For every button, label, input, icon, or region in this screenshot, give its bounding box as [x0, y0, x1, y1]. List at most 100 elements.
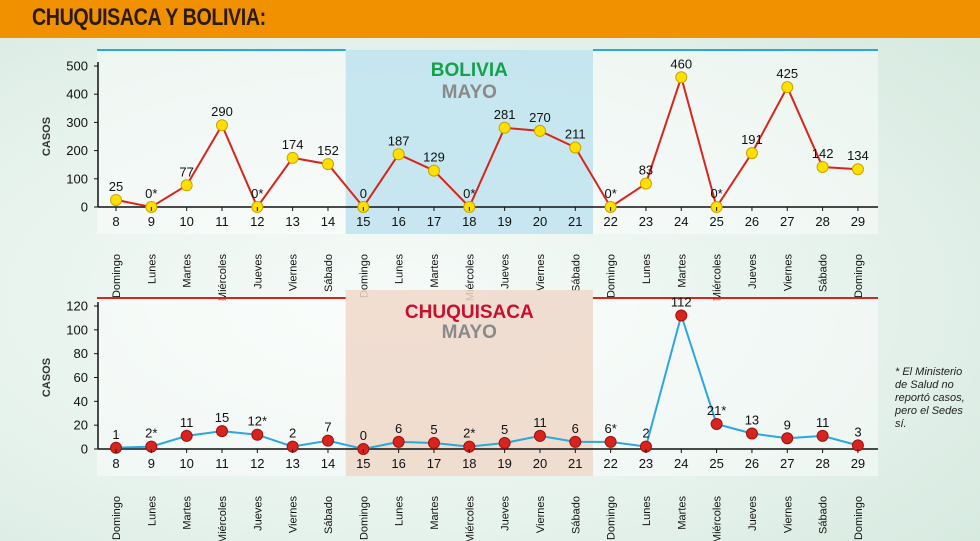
bolivia-weekday-label: Domingo	[606, 254, 618, 298]
bolivia-weekday-label: Sábado	[570, 254, 582, 292]
chuquisaca-value-label: 11	[180, 415, 194, 430]
bolivia-value-label: 290	[211, 104, 233, 119]
bolivia-point	[286, 151, 299, 164]
bolivia-x-tick-label: 16	[391, 214, 405, 229]
chuquisaca-x-tick-label: 8	[112, 456, 119, 471]
bolivia-x-tick-label: 17	[427, 214, 441, 229]
chuquisaca-value-label: 3	[854, 424, 861, 439]
chuquisaca-point	[745, 427, 758, 440]
bolivia-x-tick-label: 19	[497, 214, 511, 229]
bolivia-weekday-label: Domingo	[358, 254, 370, 298]
chuquisaca-point	[604, 435, 617, 448]
chuquisaca-value-label: 112	[671, 295, 692, 310]
chuquisaca-value-label: 2	[289, 426, 296, 441]
bolivia-x-tick-label: 23	[639, 214, 653, 229]
bolivia-weekday-label: Domingo	[111, 254, 123, 298]
bolivia-x-tick-label: 24	[674, 214, 688, 229]
chuquisaca-point	[533, 429, 546, 442]
bolivia-value-label: 77	[179, 164, 193, 179]
bolivia-weekday-label: Miércoles	[464, 254, 476, 302]
bolivia-value-label: 187	[388, 133, 410, 148]
bolivia-value-label: 0*	[145, 186, 157, 201]
chuquisaca-x-tick-label: 11	[215, 456, 229, 471]
chuquisaca-weekday-label: Jueves	[747, 496, 759, 531]
chuquisaca-x-tick-label: 24	[674, 456, 688, 471]
chuquisaca-weekday-label: Miércoles	[217, 496, 229, 541]
chuquisaca-x-tick-label: 9	[148, 456, 155, 471]
bolivia-x-tick-label: 12	[250, 214, 264, 229]
chuquisaca-point	[781, 432, 794, 445]
chuquisaca-x-tick-label: 28	[815, 456, 829, 471]
bolivia-point	[180, 179, 193, 192]
chuquisaca-weekday-label: Lunes	[641, 496, 653, 526]
bolivia-weekday-label: Jueves	[747, 254, 759, 289]
chuquisaca-weekday-label: Sábado	[323, 496, 335, 534]
bolivia-value-label: 0*	[251, 186, 263, 201]
bolivia-x-tick-label: 11	[215, 214, 229, 229]
chuquisaca-value-label: 2	[642, 426, 649, 441]
bolivia-value-label: 211	[565, 126, 586, 141]
chuquisaca-weekday-label: Domingo	[358, 496, 370, 540]
bolivia-point	[321, 158, 334, 171]
bolivia-weekday-label: Viernes	[535, 254, 547, 292]
bolivia-y-tick-label: 100	[66, 171, 88, 186]
chuquisaca-value-label: 13	[745, 413, 759, 428]
bolivia-x-tick-label: 8	[112, 214, 119, 229]
bolivia-point	[427, 164, 440, 177]
bolivia-x-tick-label: 14	[321, 214, 335, 229]
chuquisaca-weekday-label: Martes	[182, 496, 194, 530]
chuquisaca-weekday-label: Miércoles	[464, 496, 476, 541]
bolivia-x-tick-label: 22	[603, 214, 617, 229]
chuquisaca-weekday-label: Domingo	[853, 496, 865, 540]
chuquisaca-y-axis-label: CASOS	[41, 358, 53, 397]
bolivia-y-tick-label: 300	[66, 115, 88, 130]
bolivia-value-label: 0*	[463, 186, 475, 201]
bolivia-y-tick-label: 0	[81, 200, 88, 215]
chuquisaca-value-label: 0	[360, 428, 367, 443]
bolivia-value-label: 0*	[604, 186, 616, 201]
bolivia-point	[533, 124, 546, 137]
bolivia-weekday-label: Martes	[182, 254, 194, 288]
bolivia-point	[781, 81, 794, 94]
chuquisaca-x-tick-label: 27	[780, 456, 794, 471]
bolivia-point	[569, 141, 582, 154]
bolivia-x-tick-label: 20	[533, 214, 547, 229]
chuquisaca-value-label: 12*	[248, 414, 268, 429]
chuquisaca-point	[215, 425, 228, 438]
bolivia-x-tick-label: 28	[815, 214, 829, 229]
chuquisaca-value-label: 6	[395, 421, 402, 436]
chuquisaca-weekday-label: Sábado	[818, 496, 830, 534]
chuquisaca-weekday-label: Domingo	[606, 496, 618, 540]
chuquisaca-x-tick-label: 17	[427, 456, 441, 471]
chuquisaca-value-label: 6	[572, 421, 579, 436]
chuquisaca-x-tick-label: 23	[639, 456, 653, 471]
bolivia-point	[639, 177, 652, 190]
chuquisaca-point	[675, 309, 688, 322]
chuquisaca-point	[710, 417, 723, 430]
bolivia-weekday-label: Lunes	[641, 254, 653, 284]
bolivia-value-label: 152	[317, 143, 339, 158]
header-bar: CHUQUISACA Y BOLIVIA:	[0, 0, 980, 38]
chuquisaca-point	[321, 434, 334, 447]
chuquisaca-value-label: 1	[112, 427, 119, 442]
chuquisaca-point	[110, 441, 122, 454]
bolivia-weekday-label: Viernes	[288, 254, 300, 292]
bolivia-x-tick-label: 29	[851, 214, 865, 229]
bolivia-point	[851, 163, 864, 176]
chuquisaca-x-tick-label: 22	[603, 456, 617, 471]
bolivia-weekday-label: Miércoles	[712, 254, 724, 302]
bolivia-subtitle: MAYO	[442, 82, 497, 103]
bolivia-value-label: 129	[423, 150, 445, 165]
bolivia-point	[392, 148, 405, 161]
chuquisaca-x-tick-label: 10	[179, 456, 193, 471]
header-title: CHUQUISACA Y BOLIVIA:	[32, 4, 266, 31]
bolivia-weekday-label: Miércoles	[217, 254, 229, 302]
chuquisaca-value-label: 7	[324, 420, 331, 435]
chuquisaca-value-label: 11	[816, 415, 830, 430]
bolivia-point	[675, 71, 688, 84]
chuquisaca-point	[392, 435, 405, 448]
chuquisaca-x-tick-label: 18	[462, 456, 476, 471]
bolivia-y-tick-label: 200	[66, 143, 88, 158]
chuquisaca-point	[427, 437, 440, 450]
chuquisaca-point	[498, 437, 511, 450]
